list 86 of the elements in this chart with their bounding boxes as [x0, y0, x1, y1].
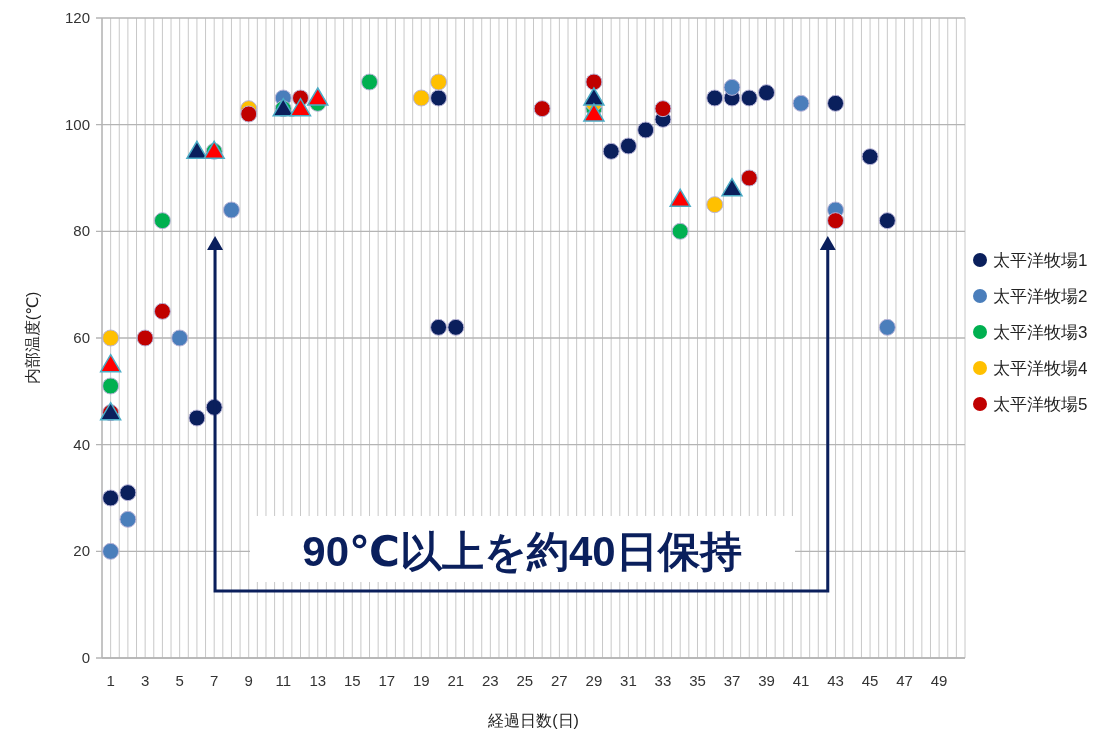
- legend-label: 太平洋牧場5: [993, 395, 1088, 414]
- y-tick-label: 20: [73, 542, 90, 560]
- point: [153, 212, 171, 230]
- y-tick-label: 40: [73, 435, 90, 453]
- x-tick-label: 11: [275, 672, 292, 689]
- point: [430, 73, 448, 91]
- x-tick-label: 13: [309, 672, 327, 689]
- legend-label: 太平洋牧場2: [993, 287, 1088, 306]
- point: [222, 201, 240, 219]
- point: [102, 489, 120, 507]
- point: [583, 103, 605, 122]
- point: [171, 329, 189, 347]
- x-tick-label: 7: [210, 672, 219, 689]
- point: [447, 318, 465, 336]
- x-tick-label: 41: [792, 672, 810, 689]
- point: [740, 89, 758, 107]
- x-tick-label: 15: [343, 672, 361, 689]
- x-axis-title: 経過日数(日): [487, 712, 579, 729]
- x-tick-label: 39: [758, 672, 775, 689]
- x-tick-label: 1: [106, 672, 115, 689]
- point: [721, 177, 743, 197]
- point: [669, 188, 691, 208]
- x-tick-label: 27: [551, 672, 568, 689]
- y-tick-label: 60: [73, 329, 90, 346]
- point: [827, 94, 845, 112]
- x-tick-label: 25: [516, 672, 534, 689]
- point: [740, 169, 758, 187]
- point: [602, 142, 620, 160]
- point: [119, 510, 137, 528]
- point: [878, 318, 896, 336]
- point: [361, 73, 379, 91]
- point: [671, 222, 689, 240]
- point: [654, 100, 672, 118]
- x-tick-label: 3: [140, 672, 150, 689]
- annotation: 90℃以上を約40日保持: [302, 528, 742, 575]
- point: [792, 94, 810, 112]
- y-tick-label: 120: [64, 9, 90, 26]
- point: [827, 212, 845, 230]
- x-tick-label: 33: [654, 672, 672, 689]
- point: [102, 329, 120, 347]
- y-tick-label: 80: [73, 222, 90, 240]
- point: [878, 212, 896, 230]
- point: [136, 329, 154, 347]
- x-tick-label: 23: [482, 672, 499, 689]
- x-tick-label: 19: [412, 672, 430, 689]
- x-tick-label: 43: [827, 672, 844, 689]
- point: [186, 140, 208, 160]
- point: [758, 84, 776, 102]
- point: [153, 302, 171, 320]
- point: [307, 87, 329, 106]
- x-tick-label: 35: [689, 672, 706, 689]
- point: [240, 105, 258, 123]
- point: [99, 353, 122, 373]
- point: [583, 87, 605, 106]
- point: [119, 484, 137, 502]
- point: [430, 318, 448, 336]
- x-tick-label: 17: [378, 672, 396, 689]
- legend-label: 太平洋牧場1: [993, 251, 1088, 270]
- point: [412, 89, 430, 107]
- x-tick-label: 5: [175, 672, 184, 689]
- point: [102, 377, 120, 395]
- x-tick-label: 49: [930, 672, 948, 689]
- point: [706, 196, 724, 214]
- point: [723, 78, 741, 96]
- x-tick-label: 31: [620, 672, 637, 689]
- point: [533, 100, 551, 118]
- legend-label: 太平洋牧場3: [993, 323, 1088, 342]
- point: [430, 89, 448, 107]
- x-tick-label: 9: [244, 672, 253, 689]
- point: [289, 97, 312, 117]
- x-tick-label: 29: [585, 672, 603, 689]
- y-tick-label: 100: [64, 115, 90, 133]
- x-tick-label: 45: [861, 672, 879, 689]
- point: [861, 148, 879, 166]
- point: [637, 121, 655, 139]
- y-axis-title: 内部温度(℃): [24, 291, 41, 385]
- x-tick-label: 47: [896, 672, 913, 689]
- legend-label: 太平洋牧場4: [993, 359, 1088, 378]
- y-tick-label: 0: [81, 649, 90, 666]
- point: [102, 542, 120, 560]
- point: [706, 89, 724, 107]
- point: [619, 137, 637, 155]
- point: [585, 73, 603, 91]
- x-tick-label: 21: [447, 672, 465, 689]
- point: [188, 409, 206, 427]
- x-tick-label: 37: [723, 672, 741, 689]
